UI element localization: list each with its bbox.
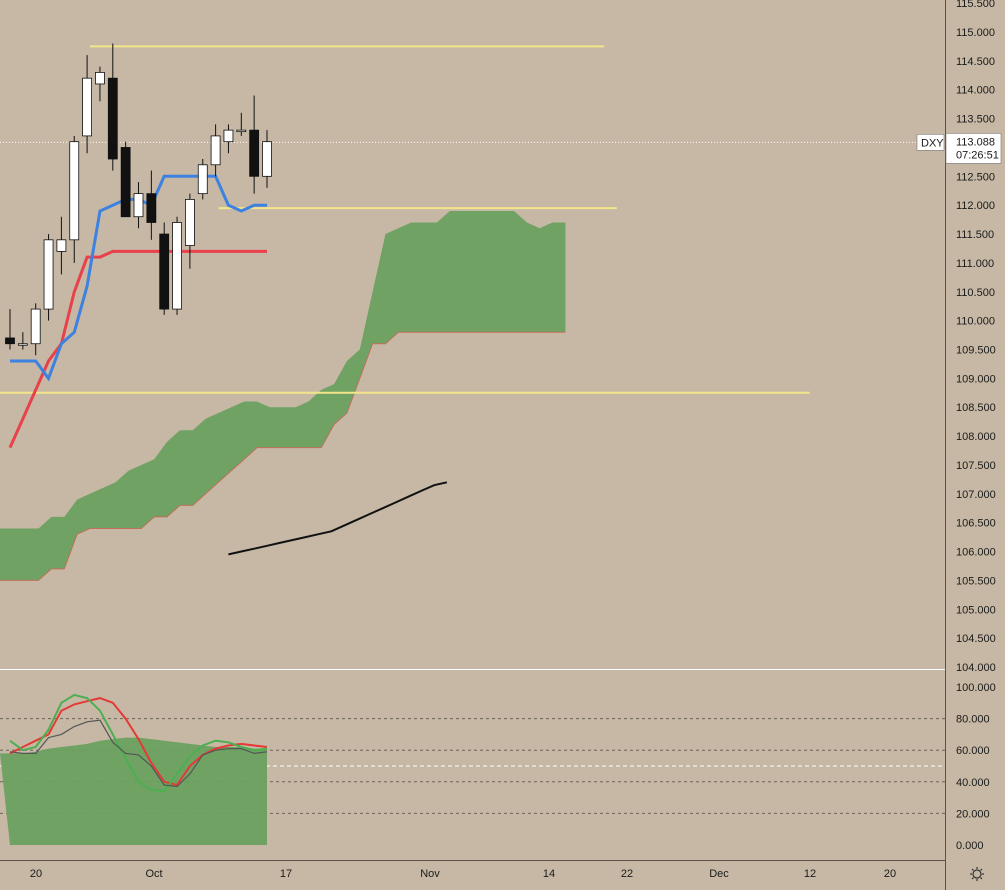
price-tick-label: 108.000 bbox=[956, 431, 996, 443]
price-tick-label: 110.500 bbox=[956, 287, 995, 299]
candle-11 bbox=[146, 193, 157, 223]
price-tick-label: 105.000 bbox=[956, 604, 996, 616]
candle-3 bbox=[43, 239, 54, 310]
price-tick-label: 114.000 bbox=[956, 85, 995, 97]
time-tick-label: 20 bbox=[884, 868, 896, 880]
price-tick-label: 109.500 bbox=[956, 345, 996, 357]
price-tick-label: 111.000 bbox=[956, 258, 994, 270]
price-tick-label: 105.500 bbox=[956, 575, 996, 587]
kijun-sen-line bbox=[8, 249, 267, 449]
osc-tick-label: 100.000 bbox=[956, 682, 996, 694]
candle-8 bbox=[107, 77, 118, 160]
gear-icon-tooth bbox=[980, 868, 983, 871]
time-tick-label: Oct bbox=[145, 868, 162, 880]
price-tick-label: 106.000 bbox=[956, 547, 996, 559]
oscillator-line-1 bbox=[9, 697, 268, 787]
price-tick-label: 111.500 bbox=[956, 229, 994, 241]
price-tick-label: 112.500 bbox=[956, 171, 995, 183]
price-tick-label: 104.000 bbox=[956, 662, 996, 674]
cloud-lower-edge bbox=[0, 331, 566, 581]
gear-icon-tooth bbox=[980, 877, 983, 880]
lagging-span-line bbox=[228, 481, 448, 556]
price-tick-label: 114.500 bbox=[956, 56, 995, 68]
time-tick-label: 22 bbox=[621, 868, 633, 880]
candle-4 bbox=[56, 239, 67, 252]
candle-16 bbox=[210, 135, 221, 166]
candle-17 bbox=[223, 129, 234, 143]
time-tick-label: 20 bbox=[30, 868, 42, 880]
candle-7 bbox=[95, 72, 105, 85]
price-tick-label: 108.500 bbox=[956, 402, 996, 414]
candle-14 bbox=[184, 199, 195, 246]
price-tick-label: 115.500 bbox=[956, 0, 995, 10]
time-tick-label: 17 bbox=[280, 868, 292, 880]
candle-2 bbox=[30, 308, 41, 345]
osc-tick-label: 60.000 bbox=[956, 745, 990, 757]
osc-tick-label: 80.000 bbox=[956, 714, 990, 726]
price-tick-label: 107.500 bbox=[956, 460, 996, 472]
candle-10 bbox=[133, 193, 144, 218]
candle-6 bbox=[82, 77, 92, 137]
osc-tick-label: 20.000 bbox=[956, 808, 990, 820]
oscillator-line-3 bbox=[9, 719, 268, 788]
price-tick-label: 106.500 bbox=[956, 518, 996, 530]
price-tick-label: 115.000 bbox=[956, 27, 995, 39]
time-tick-label: 12 bbox=[804, 868, 816, 880]
price-tick-label: 110.000 bbox=[956, 316, 995, 328]
osc-tick-label: 40.000 bbox=[956, 777, 990, 789]
oscillator-line-2 bbox=[9, 693, 268, 793]
symbol-label: DXY bbox=[921, 137, 944, 149]
time-tick-label: 14 bbox=[543, 868, 555, 880]
candle-0 bbox=[5, 337, 15, 345]
countdown-value: 07:26:51 bbox=[956, 149, 999, 161]
price-tick-label: 107.000 bbox=[956, 489, 996, 501]
last-price-value: 113.088 bbox=[956, 136, 995, 148]
price-tick-label: 109.000 bbox=[956, 373, 996, 385]
gear-icon-tooth bbox=[971, 868, 974, 871]
gear-icon-tooth bbox=[971, 877, 974, 880]
candle-20 bbox=[262, 141, 272, 177]
oscillator-area bbox=[0, 737, 267, 845]
candle-5 bbox=[69, 141, 80, 241]
time-tick-label: Nov bbox=[420, 868, 440, 880]
candle-13 bbox=[172, 222, 182, 310]
price-tick-label: 113.500 bbox=[956, 114, 995, 126]
osc-tick-label: 0.000 bbox=[956, 840, 984, 852]
candle-18 bbox=[236, 129, 247, 133]
candle-12 bbox=[159, 233, 170, 310]
symbol-badge bbox=[916, 134, 945, 151]
gear-icon-ring bbox=[972, 869, 982, 879]
candle-1 bbox=[17, 343, 28, 346]
time-tick-label: Dec bbox=[709, 868, 729, 880]
candle-19 bbox=[249, 129, 260, 177]
ichimoku-cloud bbox=[0, 211, 566, 581]
last-price-badge bbox=[945, 133, 1002, 164]
candle-9 bbox=[120, 147, 131, 218]
price-tick-label: 112.000 bbox=[956, 200, 995, 212]
price-tick-label: 104.500 bbox=[956, 633, 996, 645]
settings-gear-icon[interactable] bbox=[970, 867, 984, 881]
candle-15 bbox=[197, 164, 208, 195]
